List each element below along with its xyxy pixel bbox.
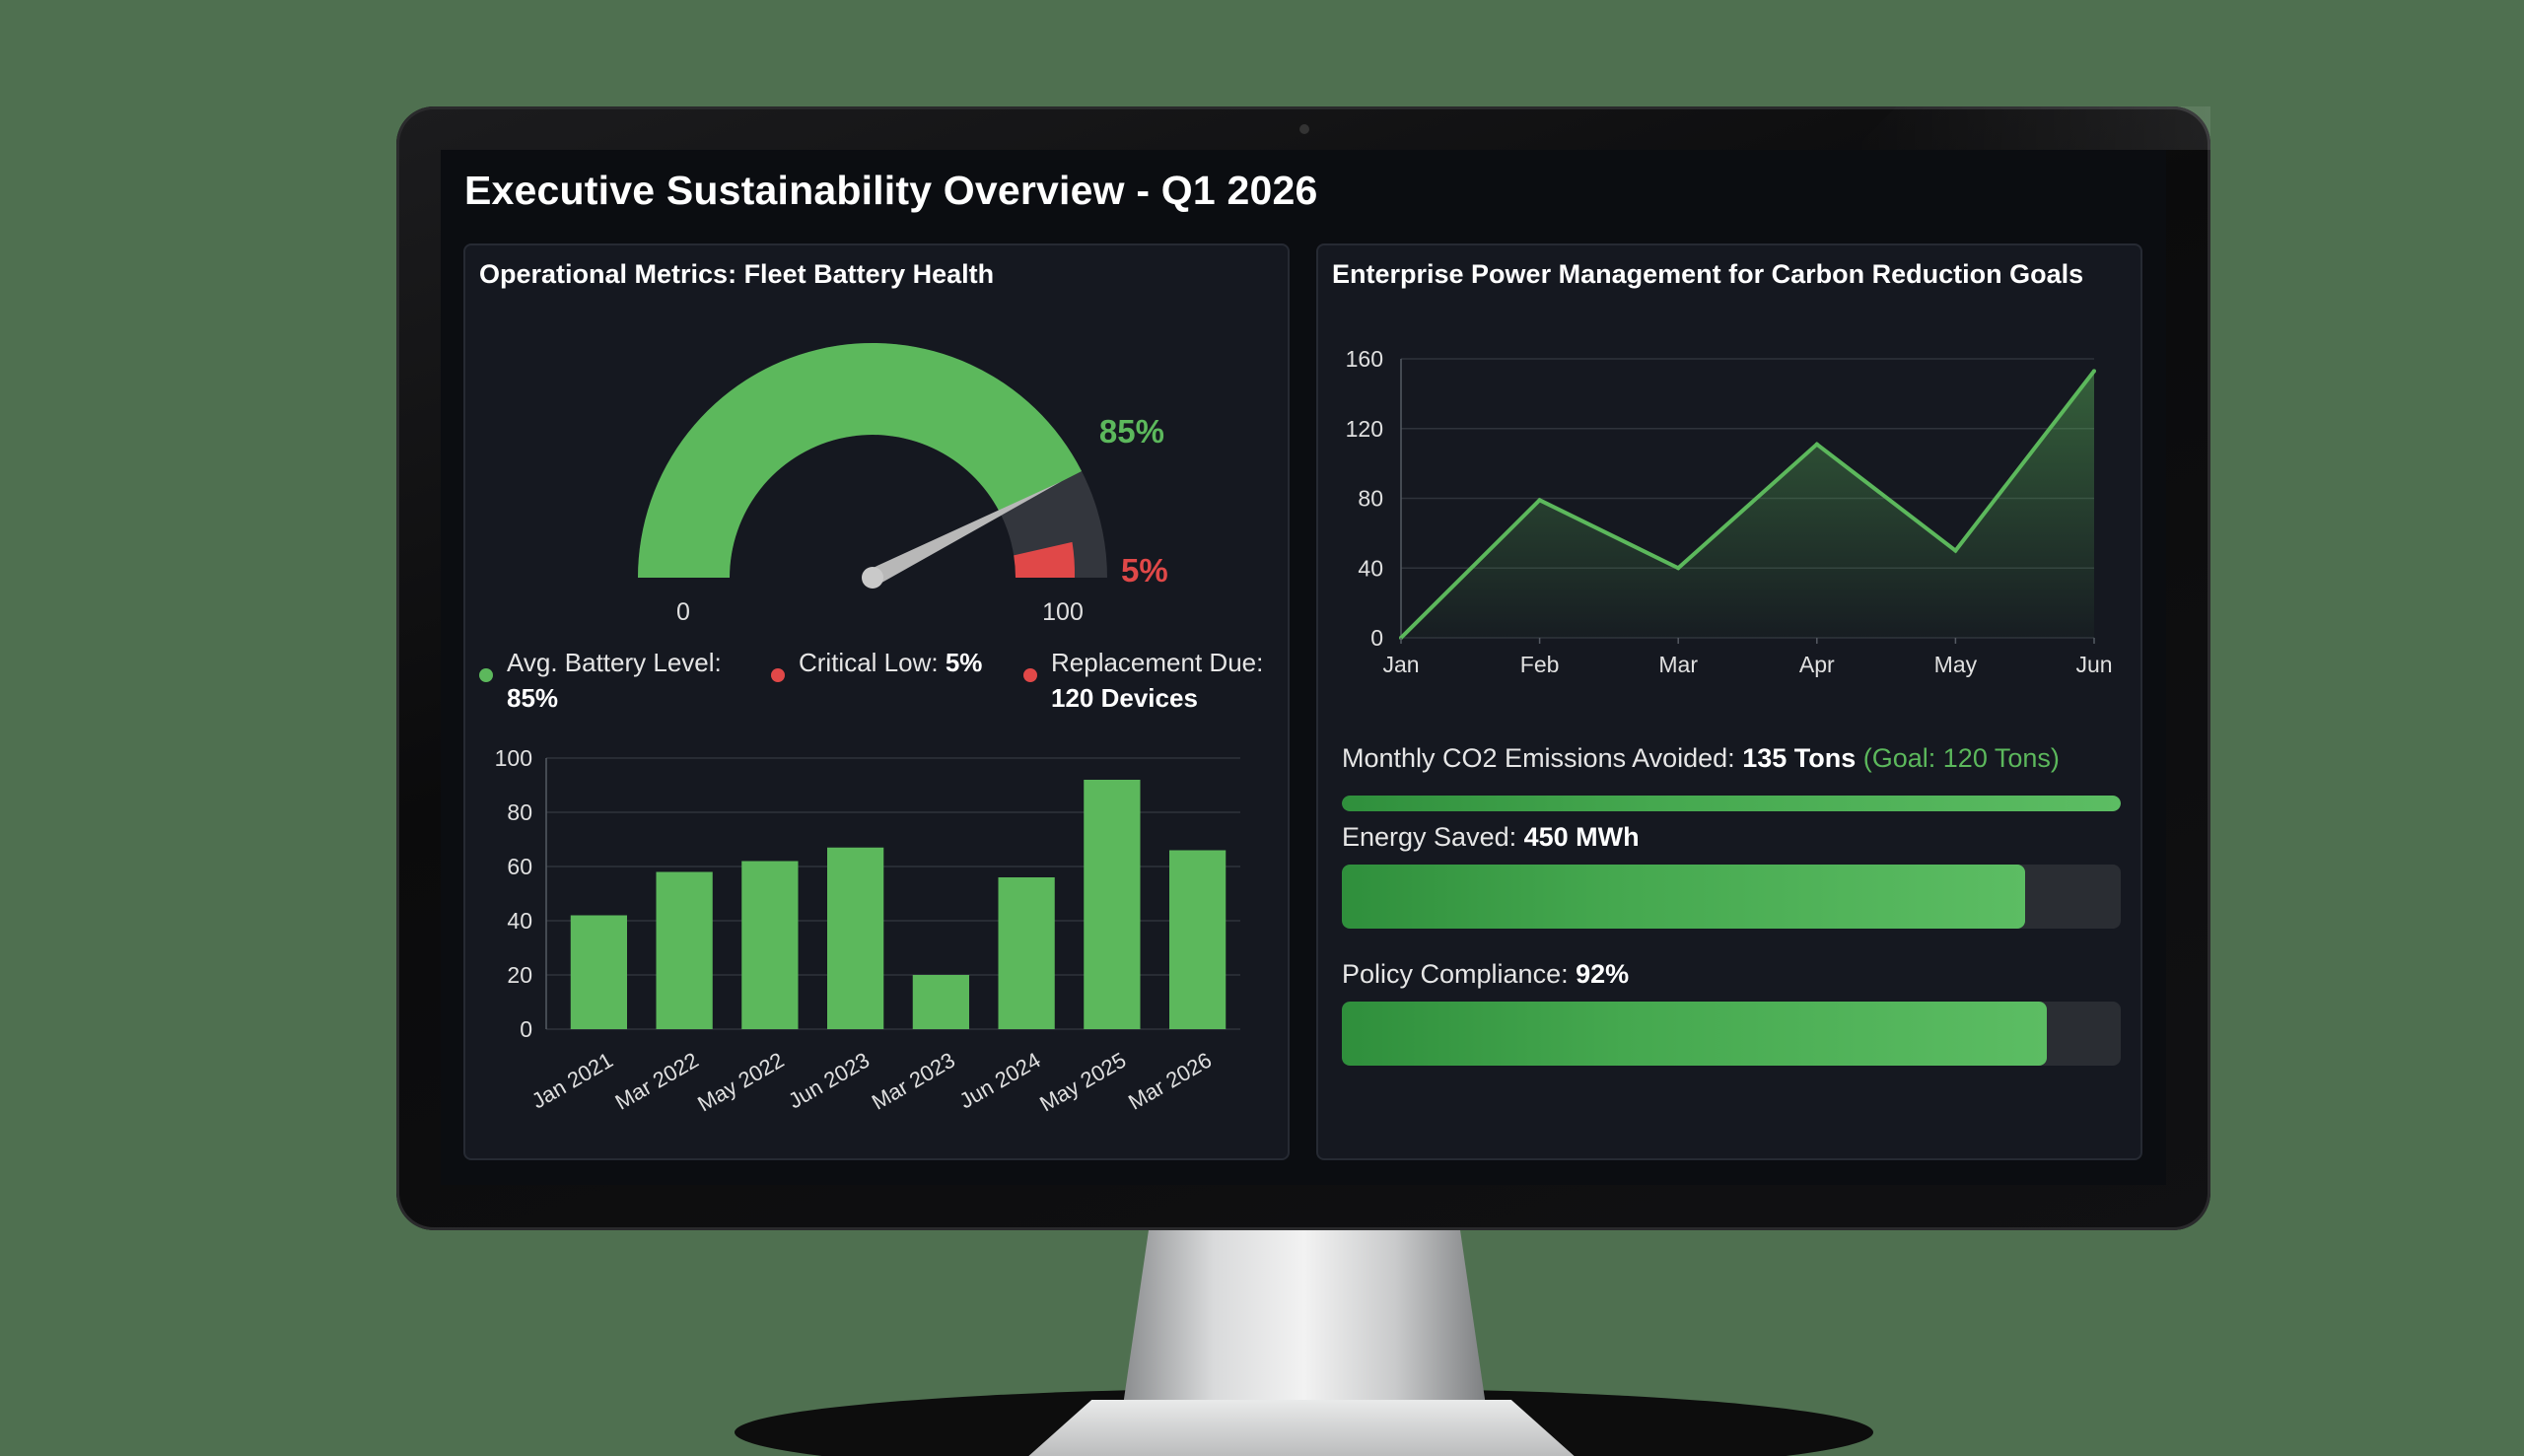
gauge-hub	[862, 567, 883, 589]
monitor-screen: Executive Sustainability Overview - Q1 2…	[441, 150, 2166, 1185]
line-x-tick-label: Jan	[1382, 652, 1419, 677]
line-series	[1399, 370, 2096, 640]
area-fill	[1401, 371, 2094, 638]
bar-y-tick-label: 100	[495, 745, 532, 771]
gauge-critical-segment	[1014, 541, 1076, 578]
compliance-progress-fill	[1342, 1002, 2047, 1066]
dashboard-title: Executive Sustainability Overview - Q1 2…	[464, 168, 1318, 213]
legend-label: Replacement Due:	[1051, 648, 1264, 677]
co2-value: 135 Tons	[1742, 743, 1857, 773]
gauge-fill	[638, 342, 1083, 578]
compliance-metric: Policy Compliance: 92%	[1342, 959, 2121, 1066]
energy-progress-fill	[1342, 865, 2025, 929]
gauge-max-label: 100	[1042, 598, 1084, 626]
line-y-tick-label: 120	[1346, 416, 1383, 442]
gauge-value-label: 85%	[1099, 413, 1164, 450]
legend-dot-green	[479, 668, 493, 682]
line-y-tick-label: 40	[1358, 555, 1383, 581]
energy-label: Energy Saved:	[1342, 822, 1517, 852]
bar-mark	[998, 877, 1055, 1029]
webcam-icon	[1299, 124, 1309, 134]
legend-value: 120 Devices	[1051, 683, 1198, 713]
bar-mark	[826, 847, 884, 1029]
bar-mark	[1084, 780, 1141, 1029]
bar-y-tick-label: 80	[507, 799, 532, 825]
bar-y-tick-label: 0	[520, 1016, 532, 1042]
legend-label: Critical Low:	[799, 648, 939, 677]
bar-y-tick-label: 20	[507, 962, 532, 988]
bar-mark	[741, 861, 799, 1029]
compliance-value: 92%	[1576, 959, 1630, 989]
co2-progress-track	[1342, 796, 2121, 811]
bar-mark	[656, 871, 713, 1029]
bar-x-tick-label: May 2025	[1035, 1048, 1130, 1117]
bar-mark	[912, 975, 970, 1029]
line-point	[1537, 498, 1542, 503]
co2-metric: Monthly CO2 Emissions Avoided: 135 Tons …	[1342, 743, 2121, 811]
line-point	[1676, 566, 1681, 571]
line-point	[1814, 442, 1819, 447]
battery-panel-title: Operational Metrics: Fleet Battery Healt…	[479, 259, 995, 289]
bar-x-tick-label: Jun 2023	[784, 1048, 874, 1114]
bar-y-tick-label: 60	[507, 854, 532, 879]
energy-progress-track	[1342, 865, 2121, 929]
battery-gauge: 85% 5% 0 100	[638, 342, 1168, 626]
compliance-label: Policy Compliance:	[1342, 959, 1569, 989]
power-panel-title: Enterprise Power Management for Carbon R…	[1332, 259, 2084, 289]
co2-metric-label: Monthly CO2 Emissions Avoided: 135 Tons …	[1342, 743, 2121, 774]
monitor-stand-base	[1025, 1400, 1578, 1456]
bar-x-tick-label: Mar 2022	[611, 1048, 703, 1115]
bar-mark	[1168, 850, 1227, 1029]
co2-label: Monthly CO2 Emissions Avoided:	[1342, 743, 1735, 773]
legend-dot-red	[771, 668, 785, 682]
co2-goal: (Goal: 120 Tons)	[1862, 743, 2060, 773]
compliance-progress-track	[1342, 1002, 2121, 1066]
legend-label: Avg. Battery Level:	[507, 648, 722, 677]
bar-y-tick-label: 40	[507, 908, 532, 934]
legend-dot-red	[1023, 668, 1037, 682]
gauge-critical-label: 5%	[1121, 552, 1168, 589]
line-y-tick-label: 80	[1358, 486, 1383, 512]
gauge-needle	[868, 481, 1062, 587]
carbon-area-chart: 0 40 80 120 160 Jan Feb Mar Apr May Jun	[1346, 346, 2113, 677]
bar-mark	[570, 915, 628, 1029]
line-x-tick-label: May	[1934, 652, 1978, 677]
line-y-tick-label: 0	[1370, 625, 1383, 651]
bar-x-tick-label: Jun 2024	[955, 1048, 1045, 1114]
line-point	[2092, 369, 2096, 374]
compliance-metric-label: Policy Compliance: 92%	[1342, 959, 2121, 990]
bar-x-tick-label: Mar 2023	[868, 1048, 959, 1115]
power-management-panel: Enterprise Power Management for Carbon R…	[1316, 243, 2142, 1160]
line-x-tick-label: Apr	[1799, 652, 1835, 677]
battery-health-panel: Operational Metrics: Fleet Battery Healt…	[463, 243, 1290, 1160]
co2-progress-fill	[1342, 796, 2121, 811]
line-y-tick-label: 160	[1346, 346, 1383, 372]
legend-value: 85%	[507, 683, 559, 713]
bar-x-tick-label: Jan 2021	[527, 1048, 617, 1114]
line-x-tick-label: Jun	[2075, 652, 2112, 677]
battery-legend: Avg. Battery Level: 85% Critical Low: 5%…	[479, 645, 1278, 724]
line-x-tick-label: Feb	[1520, 652, 1560, 677]
energy-value: 450 MWh	[1523, 822, 1640, 852]
energy-metric: Energy Saved: 450 MWh	[1342, 822, 2121, 929]
energy-metric-label: Energy Saved: 450 MWh	[1342, 822, 2121, 853]
line-x-tick-label: Mar	[1658, 652, 1698, 677]
bar-x-tick-label: May 2022	[693, 1048, 788, 1117]
legend-value: 5%	[945, 648, 983, 677]
bar-x-tick-label: Mar 2026	[1124, 1048, 1216, 1115]
line-point	[1953, 548, 1958, 553]
gauge-min-label: 0	[676, 598, 690, 626]
